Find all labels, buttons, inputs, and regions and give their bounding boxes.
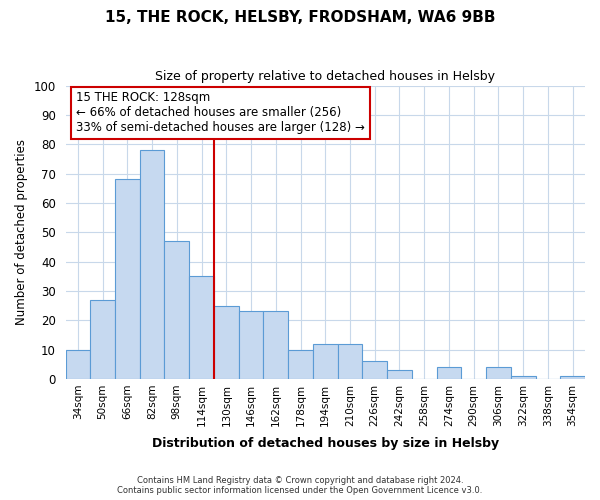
Bar xyxy=(560,376,585,379)
Y-axis label: Number of detached properties: Number of detached properties xyxy=(15,139,28,325)
Bar xyxy=(214,306,239,379)
Bar xyxy=(164,241,189,379)
Bar xyxy=(511,376,536,379)
Bar xyxy=(263,312,288,379)
Bar xyxy=(387,370,412,379)
X-axis label: Distribution of detached houses by size in Helsby: Distribution of detached houses by size … xyxy=(152,437,499,450)
Bar xyxy=(338,344,362,379)
Bar xyxy=(65,350,90,379)
Bar xyxy=(362,362,387,379)
Bar xyxy=(486,367,511,379)
Bar xyxy=(288,350,313,379)
Bar xyxy=(313,344,338,379)
Bar xyxy=(437,367,461,379)
Title: Size of property relative to detached houses in Helsby: Size of property relative to detached ho… xyxy=(155,70,495,83)
Text: 15, THE ROCK, HELSBY, FRODSHAM, WA6 9BB: 15, THE ROCK, HELSBY, FRODSHAM, WA6 9BB xyxy=(105,10,495,25)
Bar xyxy=(189,276,214,379)
Text: Contains HM Land Registry data © Crown copyright and database right 2024.
Contai: Contains HM Land Registry data © Crown c… xyxy=(118,476,482,495)
Bar xyxy=(90,300,115,379)
Text: 15 THE ROCK: 128sqm
← 66% of detached houses are smaller (256)
33% of semi-detac: 15 THE ROCK: 128sqm ← 66% of detached ho… xyxy=(76,92,365,134)
Bar xyxy=(239,312,263,379)
Bar xyxy=(140,150,164,379)
Bar xyxy=(115,180,140,379)
